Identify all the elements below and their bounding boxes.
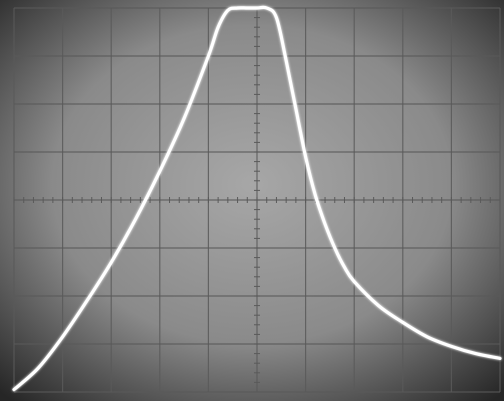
graticule bbox=[13, 7, 501, 393]
signal-trace bbox=[12, 5, 502, 392]
